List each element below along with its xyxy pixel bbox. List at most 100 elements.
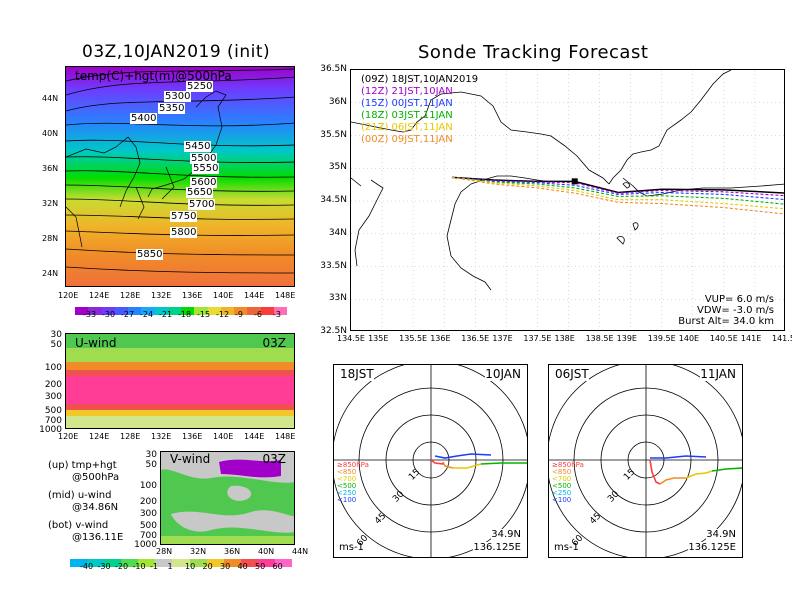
colorbar-tick-label: -18: [178, 310, 192, 319]
colorbar-swatch: [101, 307, 115, 315]
colorbar-swatch: [240, 559, 258, 567]
pressure-tick-label: 700: [44, 416, 62, 426]
pressure-tick-label: 1000: [39, 425, 62, 435]
note-sub: @136.11E: [72, 532, 124, 543]
hodograph-trace: [430, 453, 527, 469]
colorbar-tick-label: -30: [102, 310, 116, 319]
height-contour-label: 5550: [192, 163, 220, 174]
hodograph-segment: [434, 453, 492, 459]
lon-tick-label: 140E: [678, 334, 700, 343]
colorbar-tick-label: -27: [121, 310, 135, 319]
launch-marker: [571, 178, 578, 185]
height-contour-label: 5600: [190, 177, 218, 188]
lat-tick-label: 32N: [42, 199, 59, 208]
lon-tick-label: 128E: [120, 291, 141, 300]
colorbar-swatch: [181, 307, 195, 315]
level-legend-entry: <100: [552, 496, 572, 504]
param-line: Burst Alt= 34.0 km: [678, 316, 774, 327]
level-legend-entry: <850: [337, 468, 357, 476]
height-contour-label: 5650: [186, 187, 214, 198]
colorbar-tick-label: -1: [150, 562, 158, 571]
track-line: [451, 176, 784, 215]
vwind-label: V-wind: [170, 452, 211, 466]
colorbar-swatch: [114, 307, 128, 315]
height-contour-label: 5400: [130, 113, 158, 124]
vwind-time: 03Z: [262, 452, 287, 466]
colorbar-tick-label: -10: [132, 562, 146, 571]
colorbar-tick-label: 1: [167, 562, 173, 571]
legend-entry: (00Z) 09JST,11JAN: [361, 134, 453, 145]
polar-left-unit: ms-1: [339, 542, 364, 553]
lon-tick-label: 137.5E: [523, 334, 552, 343]
lon-tick-label: 136.5E: [461, 334, 490, 343]
lon-tick-label: 136E: [182, 291, 203, 300]
height-contour-label: 5800: [170, 227, 198, 238]
track-line: [451, 176, 784, 205]
lat-tick-label: 32N: [190, 547, 207, 556]
pressure-tick-label: 1000: [134, 540, 157, 550]
colorbar-swatch: [220, 307, 234, 315]
wind-colorbar: [70, 559, 293, 567]
level-legend-entry: <850: [552, 468, 572, 476]
lat-tick-label: 33N: [328, 293, 347, 304]
polar-panel-right: 06JST 11JAN ms-1 34.9N 136.125E ≥850hPa <…: [548, 364, 743, 558]
colorbar-swatch: [273, 307, 287, 315]
lon-tick-label: 124E: [89, 432, 110, 441]
colorbar-tick-label: 30: [220, 562, 231, 571]
lon-tick-label: 120E: [58, 432, 79, 441]
colorbar-swatch: [207, 307, 221, 315]
hodograph-segment: [442, 461, 454, 469]
lon-tick-label: 140E: [213, 432, 234, 441]
lat-tick-label: 33.5N: [320, 260, 347, 271]
level-legend-entry: <250: [552, 489, 572, 497]
colorbar-tick-label: -12: [216, 310, 230, 319]
height-contour-label: 5450: [184, 141, 212, 152]
lon-tick-label: 128E: [120, 432, 141, 441]
lat-tick-label: 44N: [292, 547, 309, 556]
pressure-tick-label: 500: [44, 406, 62, 416]
lat-tick-label: 36N: [224, 547, 241, 556]
note-head: (bot) v-wind: [48, 520, 109, 531]
lon-tick-label: 135E: [368, 334, 389, 343]
lon-tick-label: 135.5E: [399, 334, 428, 343]
param-line: VDW= -3.0 m/s: [697, 305, 774, 316]
colorbar-swatch: [155, 559, 173, 567]
lon-tick-label: 132E: [151, 432, 172, 441]
height-contour-label: 5300: [164, 91, 192, 102]
lat-tick-label: 34.5N: [320, 195, 347, 205]
left-title: 03Z,10JAN2019 (init): [82, 42, 271, 62]
lon-tick-label: 141.5E: [772, 334, 792, 343]
pressure-tick-label: 200: [139, 497, 157, 507]
track-lines: [451, 176, 784, 215]
level-legend-entry: <250: [337, 489, 357, 497]
lon-tick-label: 132E: [151, 291, 172, 300]
vwind-svg: [161, 452, 294, 544]
colorbar-tick-label: 40: [237, 562, 248, 571]
uwind-svg: [66, 334, 294, 428]
colorbar-swatch: [223, 559, 241, 567]
track-map-svg: [351, 70, 784, 330]
colorbar-swatch: [104, 559, 122, 567]
pressure-tick-label: 300: [44, 392, 62, 402]
level-legend-entry: <100: [337, 496, 357, 504]
height-contour-label: 5700: [188, 199, 216, 210]
lat-tick-label: 32.5N: [320, 326, 347, 336]
polar-left-lat: 34.9N: [491, 529, 521, 540]
hodograph-segment: [659, 477, 686, 485]
lon-tick-label: 138.5E: [585, 334, 614, 343]
colorbar-tick-label: -3: [273, 310, 281, 319]
colorbar-tick-label: -40: [80, 562, 94, 571]
note-sub: @500hPa: [72, 472, 120, 483]
pressure-tick-label: 500: [139, 521, 157, 531]
hodograph-segment: [685, 470, 713, 479]
temp-map-label: temp(C)+hgt(m)@500hPa: [75, 69, 232, 83]
lon-tick-label: 139.5E: [647, 334, 676, 343]
height-contour-label: 5850: [136, 249, 164, 260]
height-contour-label: 5500: [190, 153, 218, 164]
temp-colorbar: [75, 307, 287, 315]
colorbar-swatch: [260, 307, 274, 315]
level-legend-entry: <500: [337, 482, 357, 490]
colorbar-swatch: [88, 307, 102, 315]
polar-left-time: 18JST: [340, 367, 374, 381]
lon-tick-label: 140E: [213, 291, 234, 300]
